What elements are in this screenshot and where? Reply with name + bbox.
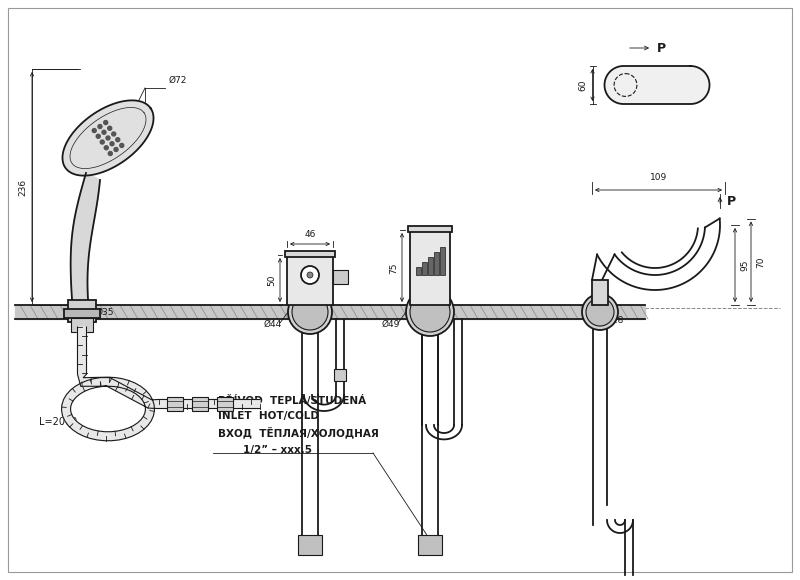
Bar [408, 226, 452, 232]
Text: P: P [657, 42, 666, 55]
Text: 70: 70 [756, 256, 765, 267]
Bar [428, 257, 433, 275]
Bar [285, 251, 335, 257]
Text: Ø72: Ø72 [169, 76, 187, 85]
Bar [192, 397, 208, 411]
Polygon shape [605, 66, 710, 104]
Bar [410, 230, 450, 305]
Polygon shape [70, 173, 100, 299]
Circle shape [110, 142, 114, 146]
Text: ВХОД  ТЁПЛАЯ/ХОЛОДНАЯ: ВХОД ТЁПЛАЯ/ХОЛОДНАЯ [218, 427, 379, 438]
Circle shape [104, 146, 108, 150]
Circle shape [288, 290, 332, 334]
Circle shape [106, 136, 110, 140]
Circle shape [108, 151, 112, 155]
Bar [167, 397, 183, 411]
Circle shape [114, 147, 118, 151]
Text: INLET  HOT/COLD: INLET HOT/COLD [218, 411, 319, 421]
Text: 95: 95 [740, 259, 749, 271]
Bar [68, 300, 96, 322]
Bar [440, 247, 445, 275]
Text: PŘÍVOD  TEPLÁ/STUDENÁ: PŘÍVOD TEPLÁ/STUDENÁ [218, 395, 366, 406]
Circle shape [108, 126, 112, 130]
Circle shape [301, 266, 319, 284]
Circle shape [104, 121, 108, 125]
Circle shape [92, 129, 96, 133]
Circle shape [406, 288, 454, 336]
Bar [416, 267, 421, 275]
Circle shape [112, 132, 116, 136]
Text: 60: 60 [578, 79, 587, 90]
Text: 46: 46 [304, 230, 316, 239]
Text: L=2000: L=2000 [39, 417, 77, 427]
Circle shape [116, 137, 120, 142]
Text: Ø49: Ø49 [382, 320, 400, 329]
Bar [334, 369, 346, 381]
Text: 236: 236 [18, 179, 27, 195]
Circle shape [582, 294, 618, 330]
Text: P: P [727, 195, 736, 208]
Bar [418, 535, 442, 555]
Circle shape [307, 272, 313, 278]
Text: 109: 109 [650, 173, 667, 182]
Bar [64, 309, 100, 318]
Bar [592, 280, 608, 305]
Bar [333, 270, 348, 284]
Bar [434, 252, 439, 275]
Text: Ø35: Ø35 [96, 307, 114, 317]
Circle shape [292, 294, 328, 330]
Circle shape [98, 125, 102, 129]
Bar [298, 535, 322, 555]
Text: Ø44: Ø44 [264, 320, 282, 329]
Polygon shape [62, 100, 154, 176]
Bar [217, 397, 233, 411]
Text: 1/2” – xxx.5: 1/2” – xxx.5 [243, 445, 312, 455]
Circle shape [410, 292, 450, 332]
Bar [71, 318, 93, 332]
Circle shape [586, 298, 614, 326]
Circle shape [100, 140, 104, 144]
Text: 50: 50 [267, 274, 276, 286]
Circle shape [96, 135, 100, 138]
Circle shape [120, 143, 124, 147]
Text: 75: 75 [389, 262, 398, 274]
Bar [287, 255, 333, 305]
Text: Ø28: Ø28 [606, 316, 624, 325]
Bar [422, 262, 427, 275]
Polygon shape [62, 327, 260, 441]
Circle shape [102, 130, 106, 134]
